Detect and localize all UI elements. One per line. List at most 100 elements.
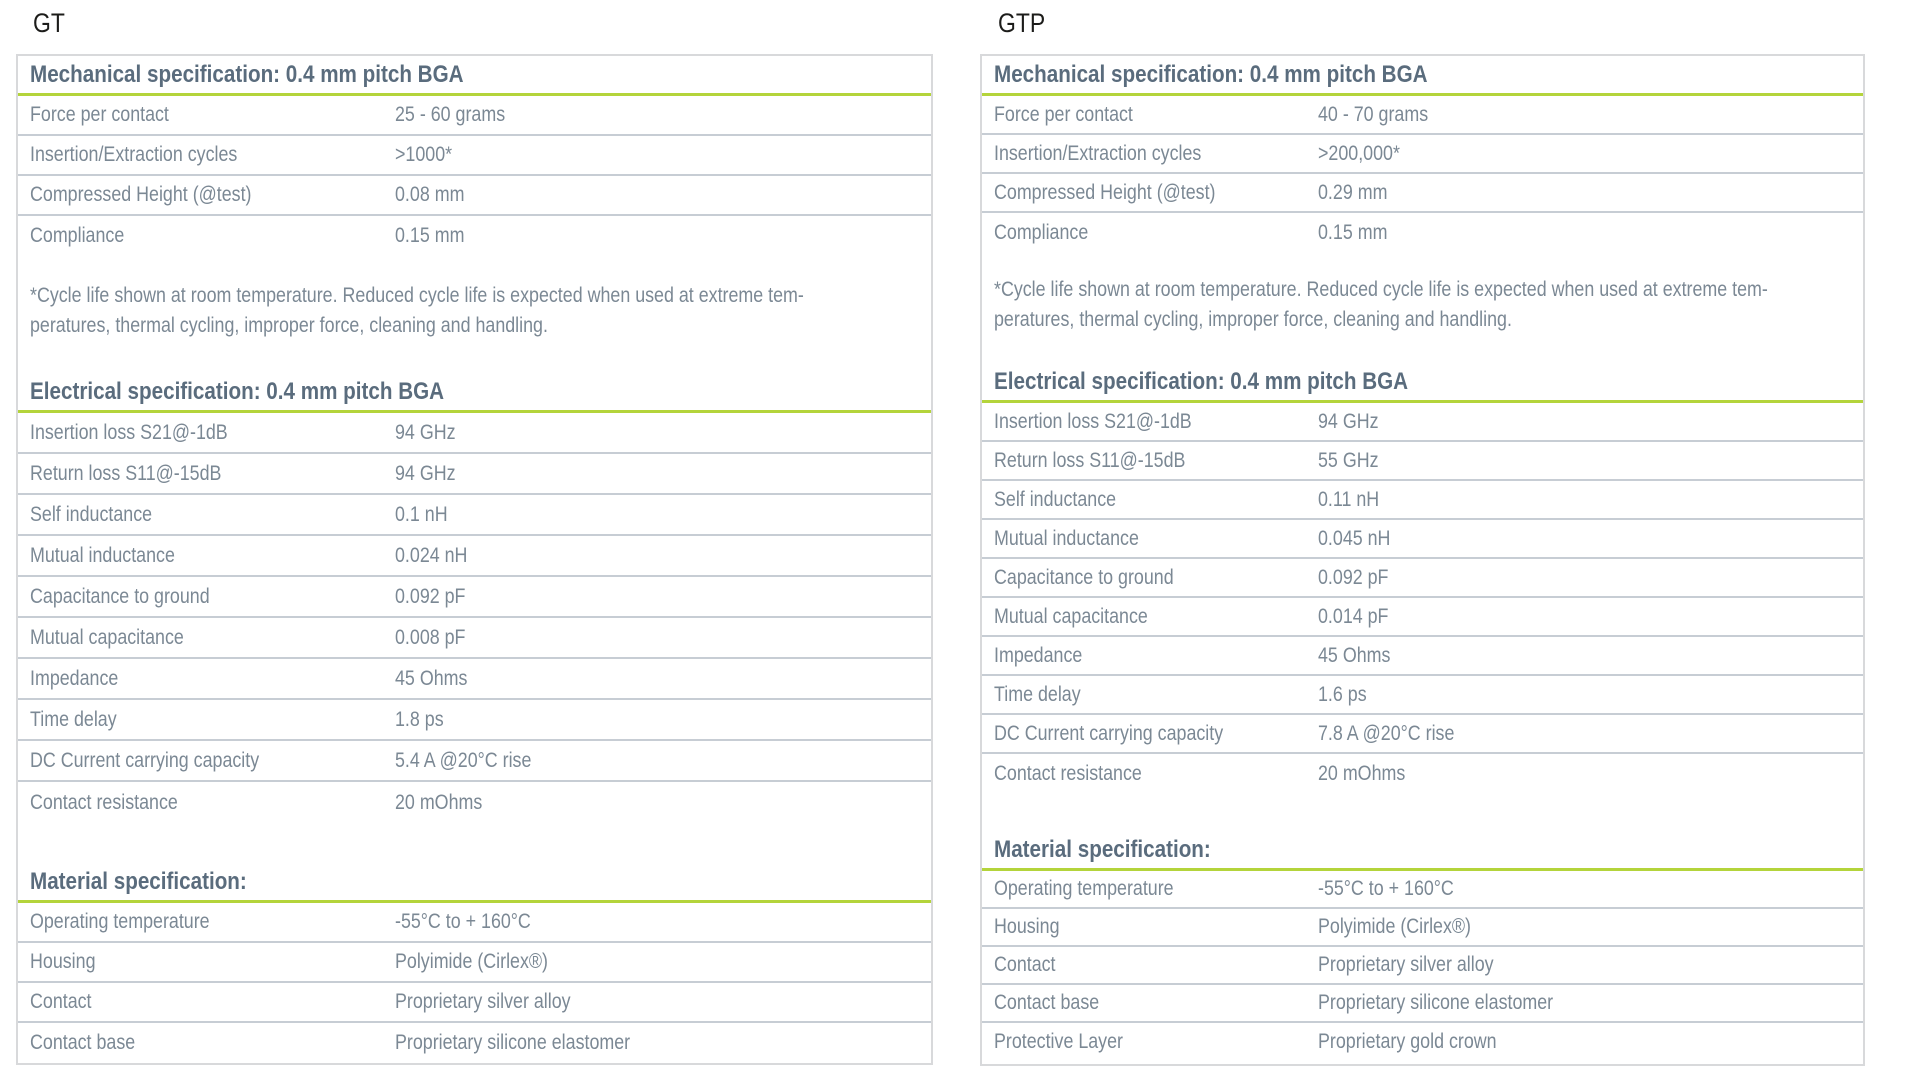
section-rows: Operating temperature -55°C to + 160°C Hou… (18, 903, 931, 1063)
spec-row-value-text: 1.6 ps (1318, 682, 1367, 706)
spec-row: Time delay 1.8 ps (18, 700, 931, 741)
cycle-life-footnote: *Cycle life shown at room temperature. R… (18, 281, 931, 341)
section-title-text: Mechanical specification: 0.4 mm pitch B… (994, 61, 1428, 88)
spec-row-value: 0.08 mm (395, 183, 931, 207)
spec-row-label-text: Mutual capacitance (30, 625, 184, 649)
spec-row-value: 20 mOhms (395, 791, 931, 815)
spec-row-label-text: Contact resistance (30, 790, 178, 814)
spec-row: Impedance 45 Ohms (18, 659, 931, 700)
spec-row-value: 5.4 A @20°C rise (395, 749, 931, 773)
spec-row: Self inductance 0.1 nH (18, 495, 931, 536)
section-title: Electrical specification: 0.4 mm pitch B… (982, 363, 1863, 400)
spec-row: Operating temperature -55°C to + 160°C (982, 871, 1863, 909)
footnote-line-text: peratures, thermal cycling, improper for… (30, 314, 548, 337)
spec-row-label: Capacitance to ground (994, 566, 1318, 590)
section-gt-0: Mechanical specification: 0.4 mm pitch B… (18, 56, 931, 341)
spec-row: Compressed Height (@test) 0.08 mm (18, 176, 931, 216)
spec-row-value-text: >1000* (395, 143, 453, 166)
spec-row-value: 45 Ohms (395, 667, 931, 691)
spec-row-value: Proprietary silver alloy (395, 990, 931, 1014)
spec-row: Return loss S11@-15dB 94 GHz (18, 454, 931, 495)
spec-row: Self inductance 0.11 nH (982, 481, 1863, 520)
footnote-line: peratures, thermal cycling, improper for… (994, 305, 1863, 335)
spec-row-label: Impedance (994, 644, 1318, 668)
section-title-text: Material specification: (994, 836, 1211, 863)
spec-row-value-text: 45 Ohms (1318, 643, 1391, 667)
spec-row-label-text: Capacitance to ground (30, 584, 210, 608)
spec-row-value: Proprietary silicone elastomer (395, 1031, 931, 1055)
spec-row-label: Contact (994, 953, 1318, 977)
spec-row-value-text: 55 GHz (1318, 448, 1379, 472)
spec-row-value-text: Polyimide (Cirlex®) (395, 950, 548, 973)
spec-row-value: 0.024 nH (395, 544, 931, 568)
spec-row-label: DC Current carrying capacity (994, 722, 1318, 746)
spec-row-value-text: 0.092 pF (1318, 565, 1389, 589)
spec-row-label-text: Operating temperature (994, 877, 1174, 900)
spec-row: Mutual capacitance 0.008 pF (18, 618, 931, 659)
spec-row-label-text: Housing (994, 915, 1060, 938)
spec-row-label: Mutual inductance (994, 527, 1318, 551)
cycle-life-footnote: *Cycle life shown at room temperature. R… (982, 275, 1863, 335)
section-accent-line (982, 93, 1863, 96)
spec-row-value-text: 1.8 ps (395, 707, 444, 731)
spec-row-value-text: 0.15 mm (1318, 220, 1388, 244)
spec-row-label-text: Compliance (994, 220, 1089, 244)
spec-row-label-text: Contact base (30, 1031, 136, 1054)
section-gt-2: Material specification: Operating tempera… (18, 863, 931, 1063)
spec-row-value: 0.15 mm (395, 224, 931, 248)
spec-row: DC Current carrying capacity 5.4 A @20°C … (18, 741, 931, 782)
spec-row-value-text: 7.8 A @20°C rise (1318, 721, 1455, 745)
spec-row-value: 0.014 pF (1318, 605, 1863, 629)
section-title: Electrical specification: 0.4 mm pitch B… (18, 373, 931, 410)
section-gtp-2: Material specification: Operating tempera… (982, 831, 1863, 1061)
spec-row-label-text: Return loss S11@-15dB (30, 461, 222, 485)
spec-row: Capacitance to ground 0.092 pF (982, 559, 1863, 598)
spec-row-value-text: 0.045 nH (1318, 526, 1391, 550)
spec-row: Contact Proprietary silver alloy (18, 983, 931, 1023)
spec-row-value-text: -55°C to + 160°C (1318, 877, 1454, 900)
spec-row-value-text: 0.29 mm (1318, 180, 1388, 204)
section-accent-line (982, 868, 1863, 871)
spec-row-label-text: Compressed Height (@test) (30, 183, 252, 206)
spec-row-value: 94 GHz (1318, 410, 1863, 434)
spec-row-label: Force per contact (30, 103, 395, 127)
spec-row-label: Housing (994, 915, 1318, 939)
spec-row-label-text: Mutual capacitance (994, 604, 1148, 628)
spec-row-value-text: 40 - 70 grams (1318, 102, 1429, 126)
spec-row-label: Compressed Height (@test) (30, 183, 395, 207)
spec-row-label-text: Self inductance (994, 487, 1117, 511)
spec-row-value: 0.092 pF (395, 585, 931, 609)
section-gtp-1: Electrical specification: 0.4 mm pitch B… (982, 363, 1863, 793)
spec-row-label: Self inductance (994, 488, 1318, 512)
section-title-text: Material specification: (30, 868, 247, 895)
spec-row: Compliance 0.15 mm (982, 213, 1863, 252)
spec-row-label: Housing (30, 950, 395, 974)
spec-row-label-text: Insertion/Extraction cycles (30, 143, 238, 166)
spec-row: Compliance 0.15 mm (18, 216, 931, 256)
section-gt-1: Electrical specification: 0.4 mm pitch B… (18, 373, 931, 823)
spec-row: Force per contact 40 - 70 grams (982, 96, 1863, 135)
spec-row: Time delay 1.6 ps (982, 676, 1863, 715)
spec-row-value: 20 mOhms (1318, 762, 1863, 786)
spec-row-label: Time delay (994, 683, 1318, 707)
spec-row: Insertion loss S21@-1dB 94 GHz (18, 413, 931, 454)
spec-row-label: Return loss S11@-15dB (30, 462, 395, 486)
spec-row-label: Compressed Height (@test) (994, 181, 1318, 205)
spec-row-value: 0.11 nH (1318, 488, 1863, 512)
section-accent-line (18, 410, 931, 413)
spec-row-label-text: Force per contact (30, 103, 169, 126)
footnote-line: peratures, thermal cycling, improper for… (30, 311, 931, 341)
section-title: Material specification: (18, 863, 931, 900)
spec-row-value-text: Proprietary silicone elastomer (395, 1031, 631, 1054)
spec-row-label-text: Capacitance to ground (994, 565, 1174, 589)
spec-row-value-text: Proprietary gold crown (1318, 1030, 1497, 1053)
spec-row-value: Proprietary silicone elastomer (1318, 991, 1863, 1015)
spec-row-label: DC Current carrying capacity (30, 749, 395, 773)
spec-row-value-text: -55°C to + 160°C (395, 910, 531, 933)
spec-row-value: 1.6 ps (1318, 683, 1863, 707)
spec-row-label-text: Insertion loss S21@-1dB (30, 420, 228, 444)
spec-row: Insertion loss S21@-1dB 94 GHz (982, 403, 1863, 442)
spec-table-gt: Mechanical specification: 0.4 mm pitch B… (16, 54, 933, 1065)
spec-row-label: Return loss S11@-15dB (994, 449, 1318, 473)
